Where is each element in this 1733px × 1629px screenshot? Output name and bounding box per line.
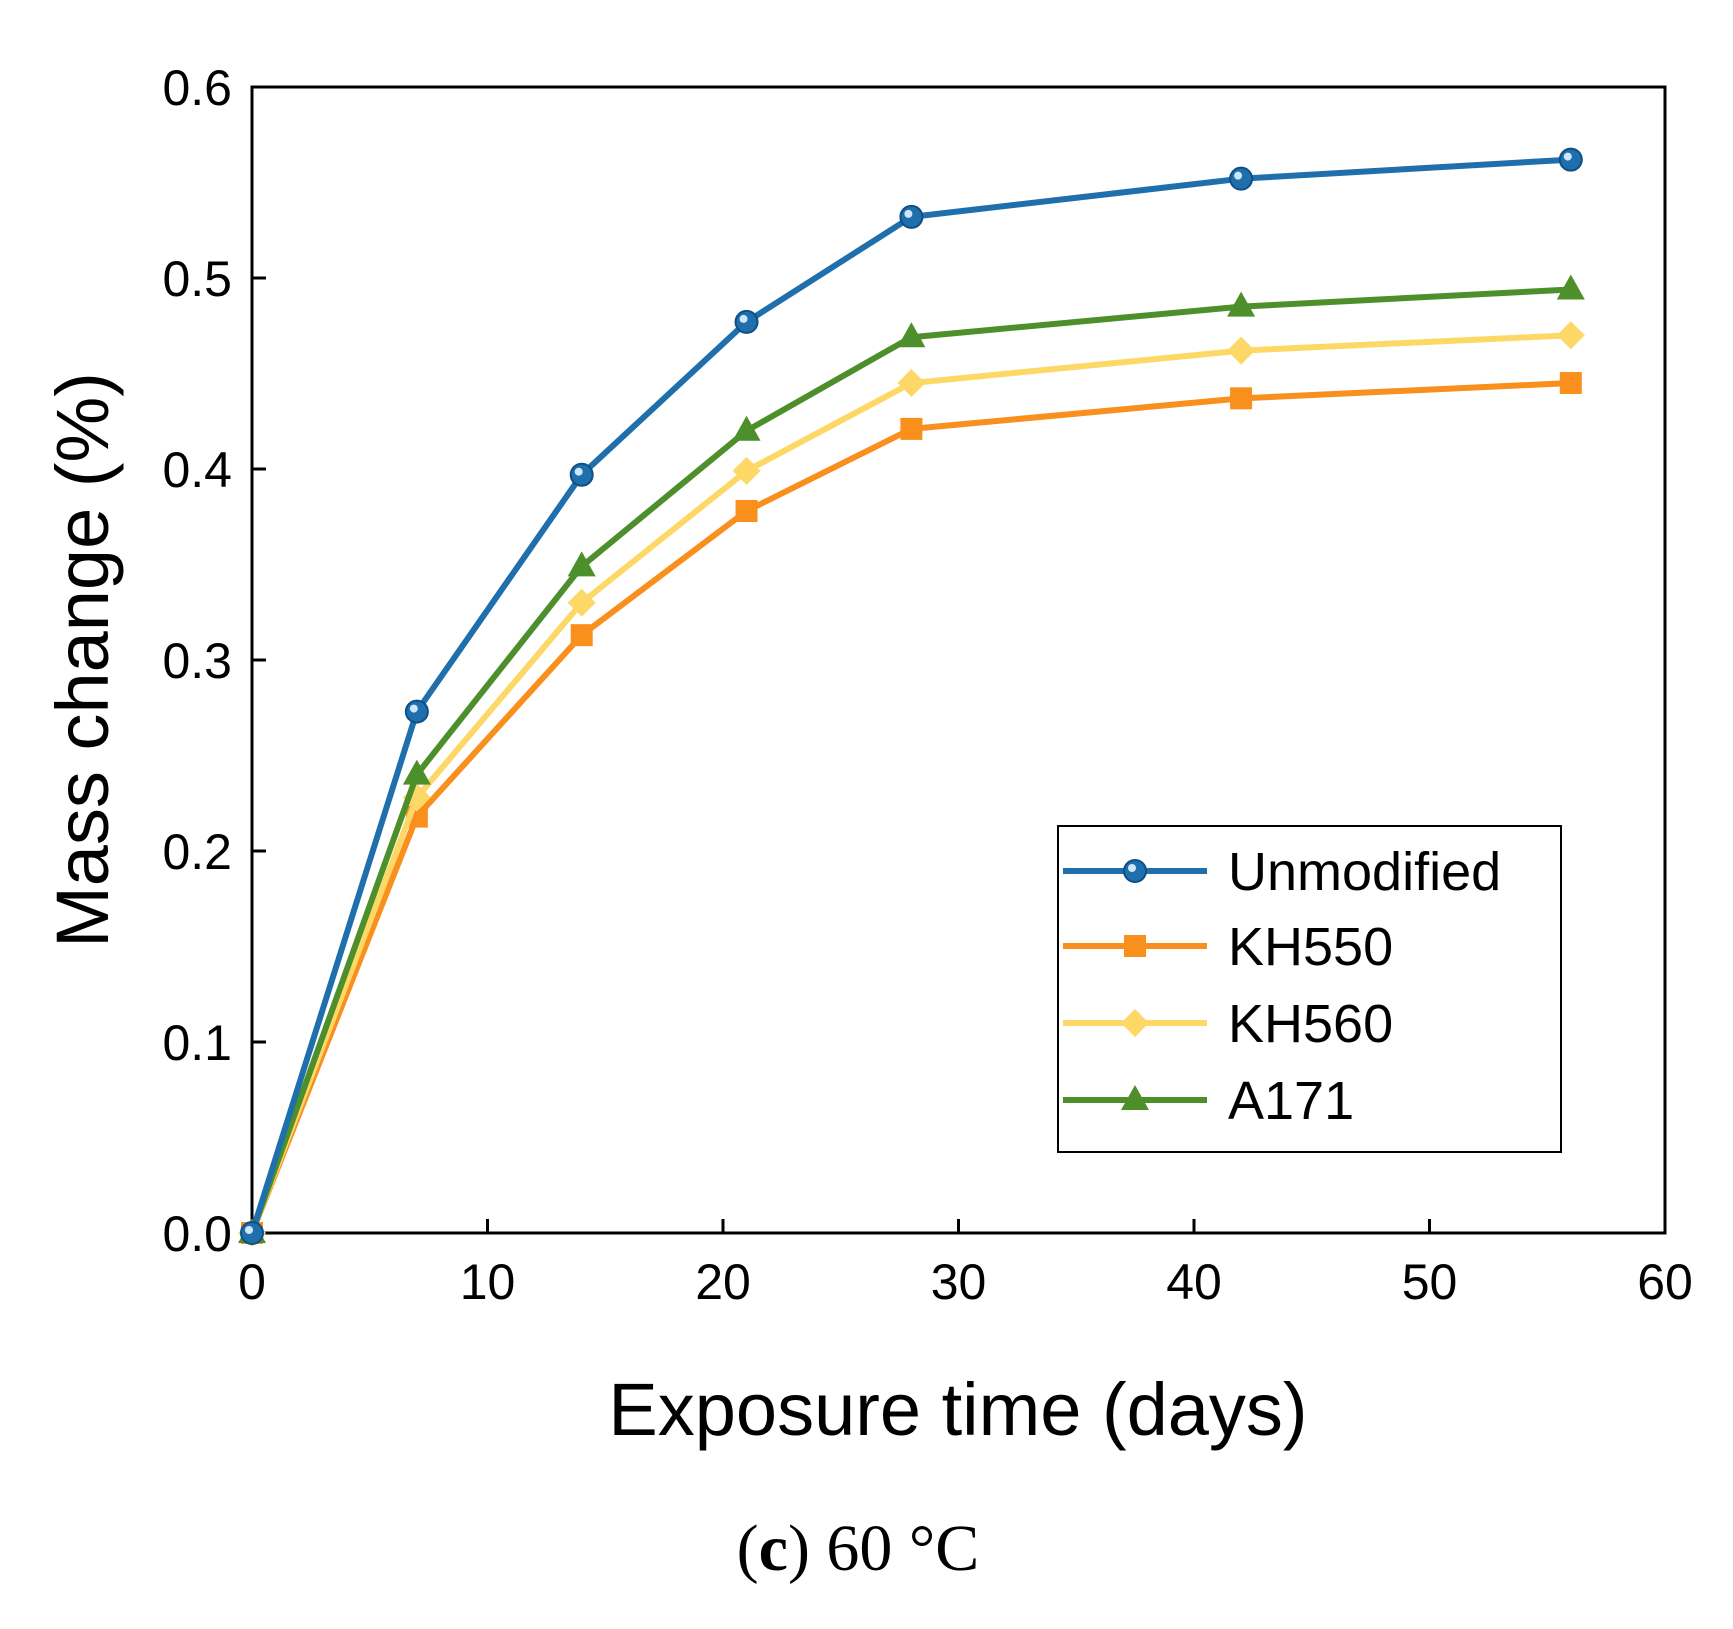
x-axis-title: Exposure time (days) [608,1368,1307,1451]
data-point [897,369,926,398]
legend-item: KH560 [1063,994,1393,1054]
data-point [897,322,926,348]
data-point [402,759,431,785]
legend-marker-fill [1123,859,1147,883]
x-tick-label: 10 [460,1254,516,1310]
data-point [1556,274,1585,300]
caption-letter: c [759,1512,788,1585]
data-point-fill [899,204,924,229]
data-point [1227,336,1256,365]
figure-caption: (c) 60 °C [737,1512,980,1585]
data-point [1559,372,1582,395]
series-unmodified [240,147,1583,1245]
x-axis: 0 10 20 30 40 50 60 [238,1219,1693,1310]
y-tick-label: 0.3 [162,633,232,689]
y-axis-title: Mass change (%) [41,372,124,948]
legend-marker [1121,1009,1149,1037]
x-tick-label: 60 [1637,1254,1693,1310]
legend-marker [1123,859,1147,883]
legend-label: Unmodified [1228,842,1501,902]
legend-item: A171 [1063,1071,1354,1131]
data-point [570,624,593,647]
data-point [732,456,761,485]
x-tick-label: 0 [238,1254,266,1310]
data-point-highlight [1234,171,1243,180]
legend-label: KH550 [1228,917,1393,977]
data-point-highlight [245,1226,253,1234]
data-point [567,588,596,617]
data-point [1229,166,1254,191]
data-point [735,500,758,523]
data-point-fill [569,462,594,487]
legend-label: A171 [1228,1071,1354,1131]
y-tick-label: 0.2 [162,824,232,880]
data-point [404,699,429,724]
x-tick-label: 50 [1402,1254,1458,1310]
data-point-fill [1558,147,1583,172]
y-axis: 0.0 0.1 0.2 0.3 0.4 0.5 0.6 [162,60,266,1262]
y-tick-label: 0.5 [162,251,232,307]
data-point [1558,147,1583,172]
data-point-highlight [1563,152,1572,161]
data-point [734,309,759,334]
caption-rest: ) 60 °C [788,1512,979,1585]
legend: Unmodified KH550 KH560 A171 [1057,825,1562,1153]
data-point-fill [1229,166,1254,191]
data-point [1556,321,1585,350]
legend-item: Unmodified [1063,842,1501,902]
y-tick-label: 0.6 [162,60,232,116]
data-point [240,1221,264,1245]
x-tick-label: 20 [695,1254,751,1310]
x-tick-label: 30 [931,1254,987,1310]
legend-marker-highlight [1128,864,1136,872]
y-tick-label: 0.4 [162,442,232,498]
data-point-highlight [739,314,748,323]
x-tick-label: 40 [1166,1254,1222,1310]
caption-open: ( [737,1512,759,1585]
data-point-fill [240,1221,264,1245]
data-point [1227,291,1256,317]
y-tick-label: 0.0 [162,1206,232,1262]
legend-marker [1121,1085,1149,1110]
legend-item: KH550 [1063,917,1393,977]
data-point [900,417,923,440]
data-point [1230,387,1253,410]
data-point [732,415,761,441]
legend-marker [1124,935,1146,957]
data-point-fill [734,309,759,334]
data-point [567,551,596,577]
data-point [899,204,924,229]
plot-series [238,147,1585,1247]
data-point-fill [404,699,429,724]
data-point-highlight [574,467,583,476]
data-point-highlight [409,704,418,713]
data-point-highlight [904,209,913,218]
legend-label: KH560 [1228,994,1393,1054]
y-tick-label: 0.1 [162,1015,232,1071]
data-point [569,462,594,487]
